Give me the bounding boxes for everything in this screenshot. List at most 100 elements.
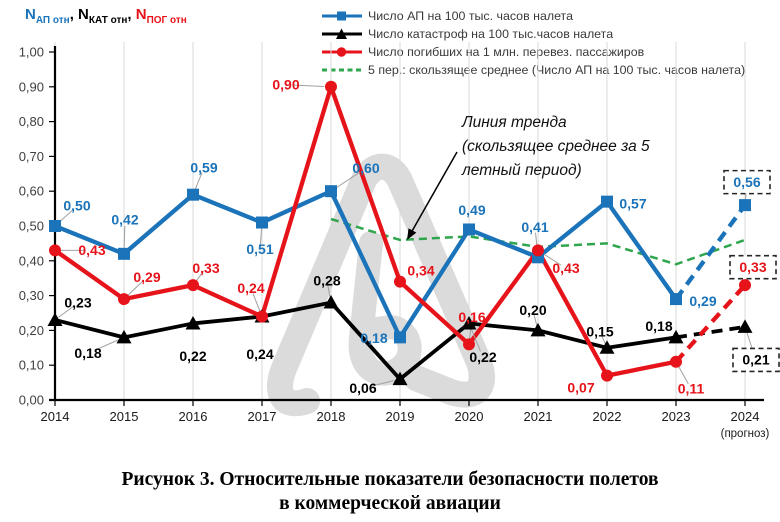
marker-triangle: [185, 315, 201, 330]
legend-item: Число АП на 100 тыс. часов налета: [321, 7, 745, 25]
gridlines: [54, 42, 746, 400]
legend-line-icon: [336, 28, 347, 39]
marker-triangle: [599, 340, 615, 354]
data-label: 0,24: [237, 280, 264, 296]
legend-line-icon: [337, 11, 346, 21]
data-label: 0,29: [133, 269, 160, 285]
series-line: [53, 84, 677, 378]
marker-circle: [394, 275, 406, 288]
label-leader: [541, 252, 562, 266]
notation-symbol: NПОГ отн: [135, 6, 187, 26]
marker-circle: [463, 338, 475, 351]
series-line: [54, 189, 678, 340]
x-tick-label: 2023: [662, 409, 691, 424]
x-tick-label: 2019: [386, 409, 415, 424]
label-leader: [58, 305, 75, 318]
data-label: 0,23: [64, 295, 91, 311]
forecast-label-box: [729, 254, 777, 280]
x-tick-label: 2016: [179, 409, 208, 424]
series-markers: [47, 80, 753, 386]
x-tick-label: 2018: [317, 409, 346, 424]
marker-square: [394, 331, 406, 344]
label-leader: [194, 172, 203, 191]
data-label: 0,24: [246, 346, 273, 362]
forecast-label-box: [732, 347, 780, 373]
data-label: 0,22: [469, 349, 496, 365]
marker-square: [325, 185, 337, 198]
label-leader: [252, 293, 261, 313]
y-tick-label: 0,50: [19, 219, 44, 234]
label-leader: [327, 284, 331, 300]
data-label: 0,43: [552, 260, 579, 276]
y-tick-label: 0,90: [19, 79, 44, 94]
data-label: 0,50: [63, 198, 90, 214]
marker-square: [463, 223, 475, 236]
data-label: 0,20: [519, 302, 546, 318]
marker-circle: [601, 369, 613, 382]
data-label: 0,90: [272, 77, 299, 93]
data-label: 0,59: [190, 159, 217, 175]
y-tick-label: 0,10: [19, 358, 44, 373]
annotation-arrowhead: [407, 228, 417, 240]
marker-circle: [187, 279, 199, 292]
marker-triangle: [47, 312, 63, 326]
data-label: 0,16: [458, 309, 485, 325]
data-label: 0,18: [74, 345, 101, 361]
data-label: 0,34: [407, 262, 434, 278]
label-leader: [94, 339, 119, 351]
legend-label: Число погибших на 1 млн. перевез. пассаж…: [368, 45, 645, 59]
data-label: 0,56: [733, 174, 760, 190]
x-tick-label: 2021: [524, 409, 553, 424]
trend-annotation-line: летный период): [461, 162, 582, 179]
data-label: 0,60: [352, 160, 379, 176]
y-tick-label: 1,00: [19, 45, 44, 60]
x-tick-label: 2024: [731, 409, 760, 424]
figure-caption: Рисунок 3. Относительные показатели безо…: [0, 468, 780, 516]
data-label: 0,42: [111, 212, 138, 228]
data-label: 0,29: [689, 293, 716, 309]
label-leader: [677, 365, 689, 385]
x-axis-forecast-note: (прогноз): [721, 428, 770, 440]
legend-label: Число АП на 100 тыс. часов налета: [368, 9, 573, 23]
marker-square: [187, 188, 199, 201]
label-leader: [127, 280, 144, 297]
marker-triangle: [737, 319, 753, 333]
legend-line-icon: [336, 47, 347, 57]
label-leader: [294, 84, 325, 87]
y-tick-label: 0,00: [19, 393, 44, 408]
data-label: 0,33: [192, 260, 219, 276]
data-labels: 0,50 0,42 0,59 0,51 0,60 0,18 0,49 0,41 0,57 0,29…: [63, 77, 780, 396]
marker-square: [256, 216, 268, 229]
forecast-label-box: [723, 169, 771, 195]
label-leader: [470, 328, 481, 352]
marker-triangle: [668, 329, 684, 344]
marker-triangle: [530, 322, 546, 337]
trend-annotation-line: Линия тренда: [461, 114, 567, 131]
data-label: 0,11: [678, 380, 705, 396]
series-line-forecast: [675, 325, 746, 340]
data-label: 0,06: [349, 380, 376, 396]
marker-circle: [325, 80, 337, 93]
legend-label: Число катастроф на 100 тыс.часов налета: [368, 27, 614, 41]
notation-formula: NАП отн, NКАТ отн, NПОГ отн: [25, 6, 187, 26]
data-label: 0,33: [739, 259, 766, 275]
data-label: 0,21: [742, 352, 769, 368]
y-tick-label: 0,70: [19, 149, 44, 164]
data-label: 0,07: [567, 379, 594, 395]
marker-square: [601, 195, 613, 208]
legend-item: Число погибших на 1 млн. перевез. пассаж…: [321, 43, 745, 61]
annotation-arrow-shaft: [410, 151, 458, 233]
legend-label: 5 пер.: скользящее среднее (Число АП на …: [368, 63, 746, 77]
series-lines: [53, 84, 747, 382]
trend-annotation: Линия тренда (скользящее среднее за 5 летн…: [407, 114, 650, 240]
y-tick-label: 0,80: [19, 114, 44, 129]
marker-circle: [739, 279, 751, 292]
notation-symbol: NАП отн: [25, 6, 70, 26]
data-label: 0,22: [179, 348, 206, 364]
marker-circle: [670, 355, 682, 368]
y-tick-label: 0,60: [19, 184, 44, 199]
marker-square: [670, 293, 682, 306]
data-label: 0,43: [78, 242, 105, 258]
marker-triangle: [392, 371, 408, 386]
